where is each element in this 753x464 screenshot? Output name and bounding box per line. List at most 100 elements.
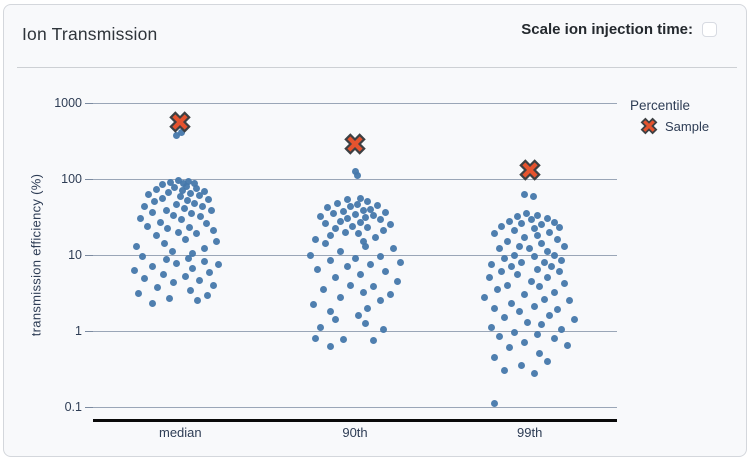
data-point	[336, 248, 344, 256]
y-tick-mark	[85, 103, 93, 104]
data-point	[163, 225, 171, 233]
data-point	[538, 321, 546, 329]
data-point	[336, 293, 344, 301]
data-point	[531, 225, 539, 233]
data-point	[361, 242, 369, 250]
sample-x-marker	[344, 133, 366, 155]
data-point	[185, 224, 193, 231]
data-point	[174, 228, 182, 236]
data-point	[198, 202, 206, 210]
data-point	[169, 212, 177, 220]
data-point	[491, 353, 499, 361]
data-point	[190, 199, 198, 207]
data-point	[306, 251, 314, 259]
data-point	[381, 268, 389, 276]
data-point	[140, 275, 148, 283]
y-tick-label: 10	[68, 248, 82, 262]
data-point	[204, 195, 212, 203]
data-point	[363, 198, 371, 206]
sample-x-marker	[169, 111, 192, 133]
data-point	[534, 232, 542, 240]
data-point	[172, 259, 180, 267]
header-controls: Scale ion injection time:	[521, 21, 717, 38]
data-point	[321, 240, 329, 248]
data-point	[343, 263, 351, 271]
data-point	[386, 221, 394, 229]
data-point	[511, 251, 519, 259]
data-point	[331, 316, 339, 324]
data-point	[341, 228, 349, 236]
data-point	[504, 238, 512, 246]
data-point	[353, 171, 361, 179]
data-point	[546, 228, 554, 236]
data-point	[518, 362, 526, 370]
data-point	[546, 311, 554, 319]
data-point	[531, 253, 539, 261]
data-point	[209, 281, 217, 289]
data-point	[538, 240, 546, 248]
data-point	[343, 196, 351, 204]
data-point	[326, 232, 334, 240]
data-point	[158, 194, 166, 202]
data-point	[393, 277, 401, 285]
data-point	[369, 283, 377, 291]
data-point	[504, 281, 512, 289]
data-point	[498, 222, 506, 230]
data-point	[486, 274, 494, 282]
data-point	[309, 301, 317, 309]
data-point	[160, 240, 168, 248]
data-point	[488, 260, 496, 268]
y-tick-mark	[85, 331, 93, 332]
data-point	[396, 258, 404, 266]
data-point	[174, 176, 182, 184]
data-point	[148, 263, 156, 271]
scale-ion-injection-checkbox[interactable]	[702, 22, 717, 37]
data-point	[159, 271, 167, 279]
data-point	[156, 218, 164, 226]
data-point	[379, 325, 387, 333]
data-point	[551, 251, 559, 259]
data-point	[494, 286, 502, 294]
data-point	[150, 198, 158, 206]
header-divider	[17, 67, 737, 68]
data-point	[521, 291, 529, 299]
data-point	[544, 274, 552, 282]
data-point	[536, 350, 544, 358]
data-point	[514, 213, 522, 221]
data-point	[186, 287, 194, 295]
data-point	[516, 242, 524, 250]
data-point	[144, 191, 152, 199]
data-point	[508, 300, 516, 307]
data-point	[506, 344, 514, 352]
data-point	[498, 268, 506, 276]
legend-entry-label: Sample	[665, 118, 710, 134]
data-point	[331, 225, 339, 233]
data-point	[528, 216, 536, 224]
data-point	[491, 230, 499, 238]
data-point	[339, 335, 347, 343]
data-point	[561, 242, 569, 250]
data-point	[164, 189, 172, 197]
data-point	[363, 304, 371, 312]
data-point	[326, 256, 334, 264]
gridline	[93, 179, 617, 180]
y-tick-label: 1000	[54, 96, 82, 110]
data-point	[528, 277, 536, 285]
data-point	[138, 253, 146, 261]
data-point	[518, 219, 526, 227]
data-point	[369, 212, 377, 220]
data-point	[177, 129, 185, 137]
data-point	[373, 201, 381, 209]
data-point	[376, 297, 384, 305]
data-point	[531, 303, 539, 310]
data-point	[558, 325, 566, 333]
data-point	[165, 294, 173, 302]
data-point	[168, 248, 176, 256]
data-point	[356, 218, 364, 226]
x-tick-label: 99th	[517, 425, 543, 440]
data-point	[366, 205, 374, 213]
data-point	[195, 192, 203, 200]
data-point	[190, 180, 198, 188]
